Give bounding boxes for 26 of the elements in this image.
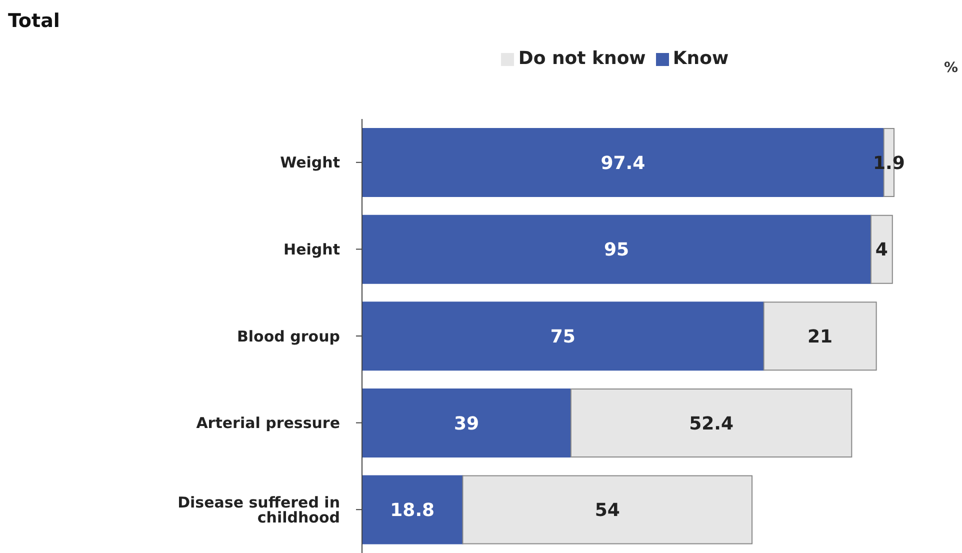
data-label: 21 <box>808 326 833 348</box>
data-label: 4 <box>875 240 888 261</box>
y-tick-label: Weight <box>280 154 340 172</box>
data-label: 97.4 <box>600 152 646 174</box>
data-label: 54 <box>594 500 620 522</box>
text: Total <box>8 10 60 32</box>
y-tick-label: Blood group <box>236 327 340 346</box>
bar <box>462 475 753 544</box>
text: % <box>944 60 958 76</box>
data-label: 95 <box>604 240 630 261</box>
legend-label: Know <box>672 48 729 69</box>
bar <box>570 388 852 458</box>
y-tick-label: Arterial pressure <box>196 414 340 432</box>
y-tick-label: Height <box>284 240 340 259</box>
y-tick-label: Disease suffered in childhood <box>178 493 340 526</box>
data-label: 52.4 <box>689 413 734 434</box>
bar <box>362 302 764 371</box>
bar <box>763 302 877 371</box>
bar <box>362 475 464 544</box>
bar <box>362 388 572 458</box>
bar <box>362 214 872 284</box>
legend-label: Do not know <box>518 48 646 69</box>
bar <box>870 214 893 284</box>
data-label: 75 <box>550 326 576 348</box>
data-label: 18.8 <box>390 500 435 522</box>
data-label: 39 <box>454 413 480 434</box>
